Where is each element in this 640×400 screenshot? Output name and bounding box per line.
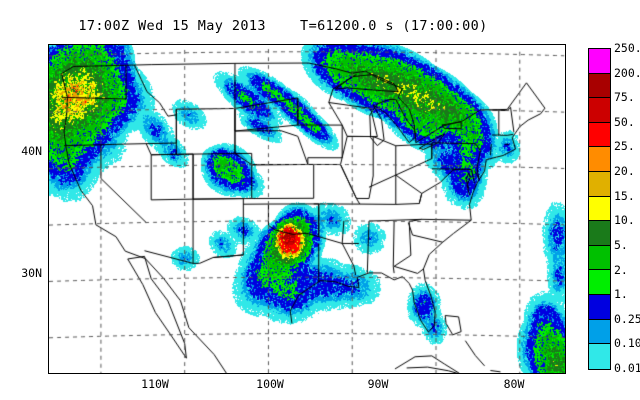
colorbar-tick-label-6: 15. [614,188,635,203]
colorbar-band-12 [589,344,610,369]
colorbar-tick-label-4: 25. [614,139,635,154]
colorbar-band-0 [589,49,610,74]
x-tick-label-100w: 100W [256,377,284,391]
colorbar-band-11 [589,319,610,345]
colorbar-band-9 [589,270,610,296]
x-tick-label-90w: 90W [367,377,389,391]
map-plot-area [48,44,566,374]
colorbar-tick-label-9: 2. [614,262,628,277]
colorbar-tick-label-2: 75. [614,90,635,105]
colorbar-tick-label-5: 20. [614,164,635,179]
colorbar-tick-label-0: 250. [614,41,640,55]
colorbar-band-7 [589,221,610,246]
colorbar-tick-label-7: 10. [614,213,635,228]
colorbar-tick-label-11: 0.25 [614,311,640,326]
colorbar-band-6 [589,196,610,222]
colorbar-band-1 [589,73,610,99]
colorbar [588,48,611,370]
y-tick-label-30n: 30N [21,266,42,280]
x-tick-label-110w: 110W [141,377,169,391]
colorbar-band-5 [589,172,610,197]
colorbar-band-3 [589,122,610,148]
colorbar-tick-label-12: 0.10 [614,336,640,351]
colorbar-band-4 [589,147,610,173]
y-tick-label-40n: 40N [21,144,42,158]
colorbar-tick-label-3: 50. [614,114,635,129]
colorbar-tick-label-1: 200. [614,65,640,80]
colorbar-band-2 [589,98,610,123]
colorbar-tick-label-8: 5. [614,237,628,252]
colorbar-tick-label-13: 0.01 [614,361,640,375]
x-tick-label-80w: 80W [503,377,525,391]
figure-title: 17:00Z Wed 15 May 2013 T=61200.0 s (17:0… [78,18,488,34]
colorbar-tick-label-10: 1. [614,287,628,302]
colorbar-band-8 [589,245,610,271]
geography-overlay-layer [49,45,565,373]
map-canvas-wrapper [49,45,565,373]
colorbar-band-10 [589,295,610,320]
